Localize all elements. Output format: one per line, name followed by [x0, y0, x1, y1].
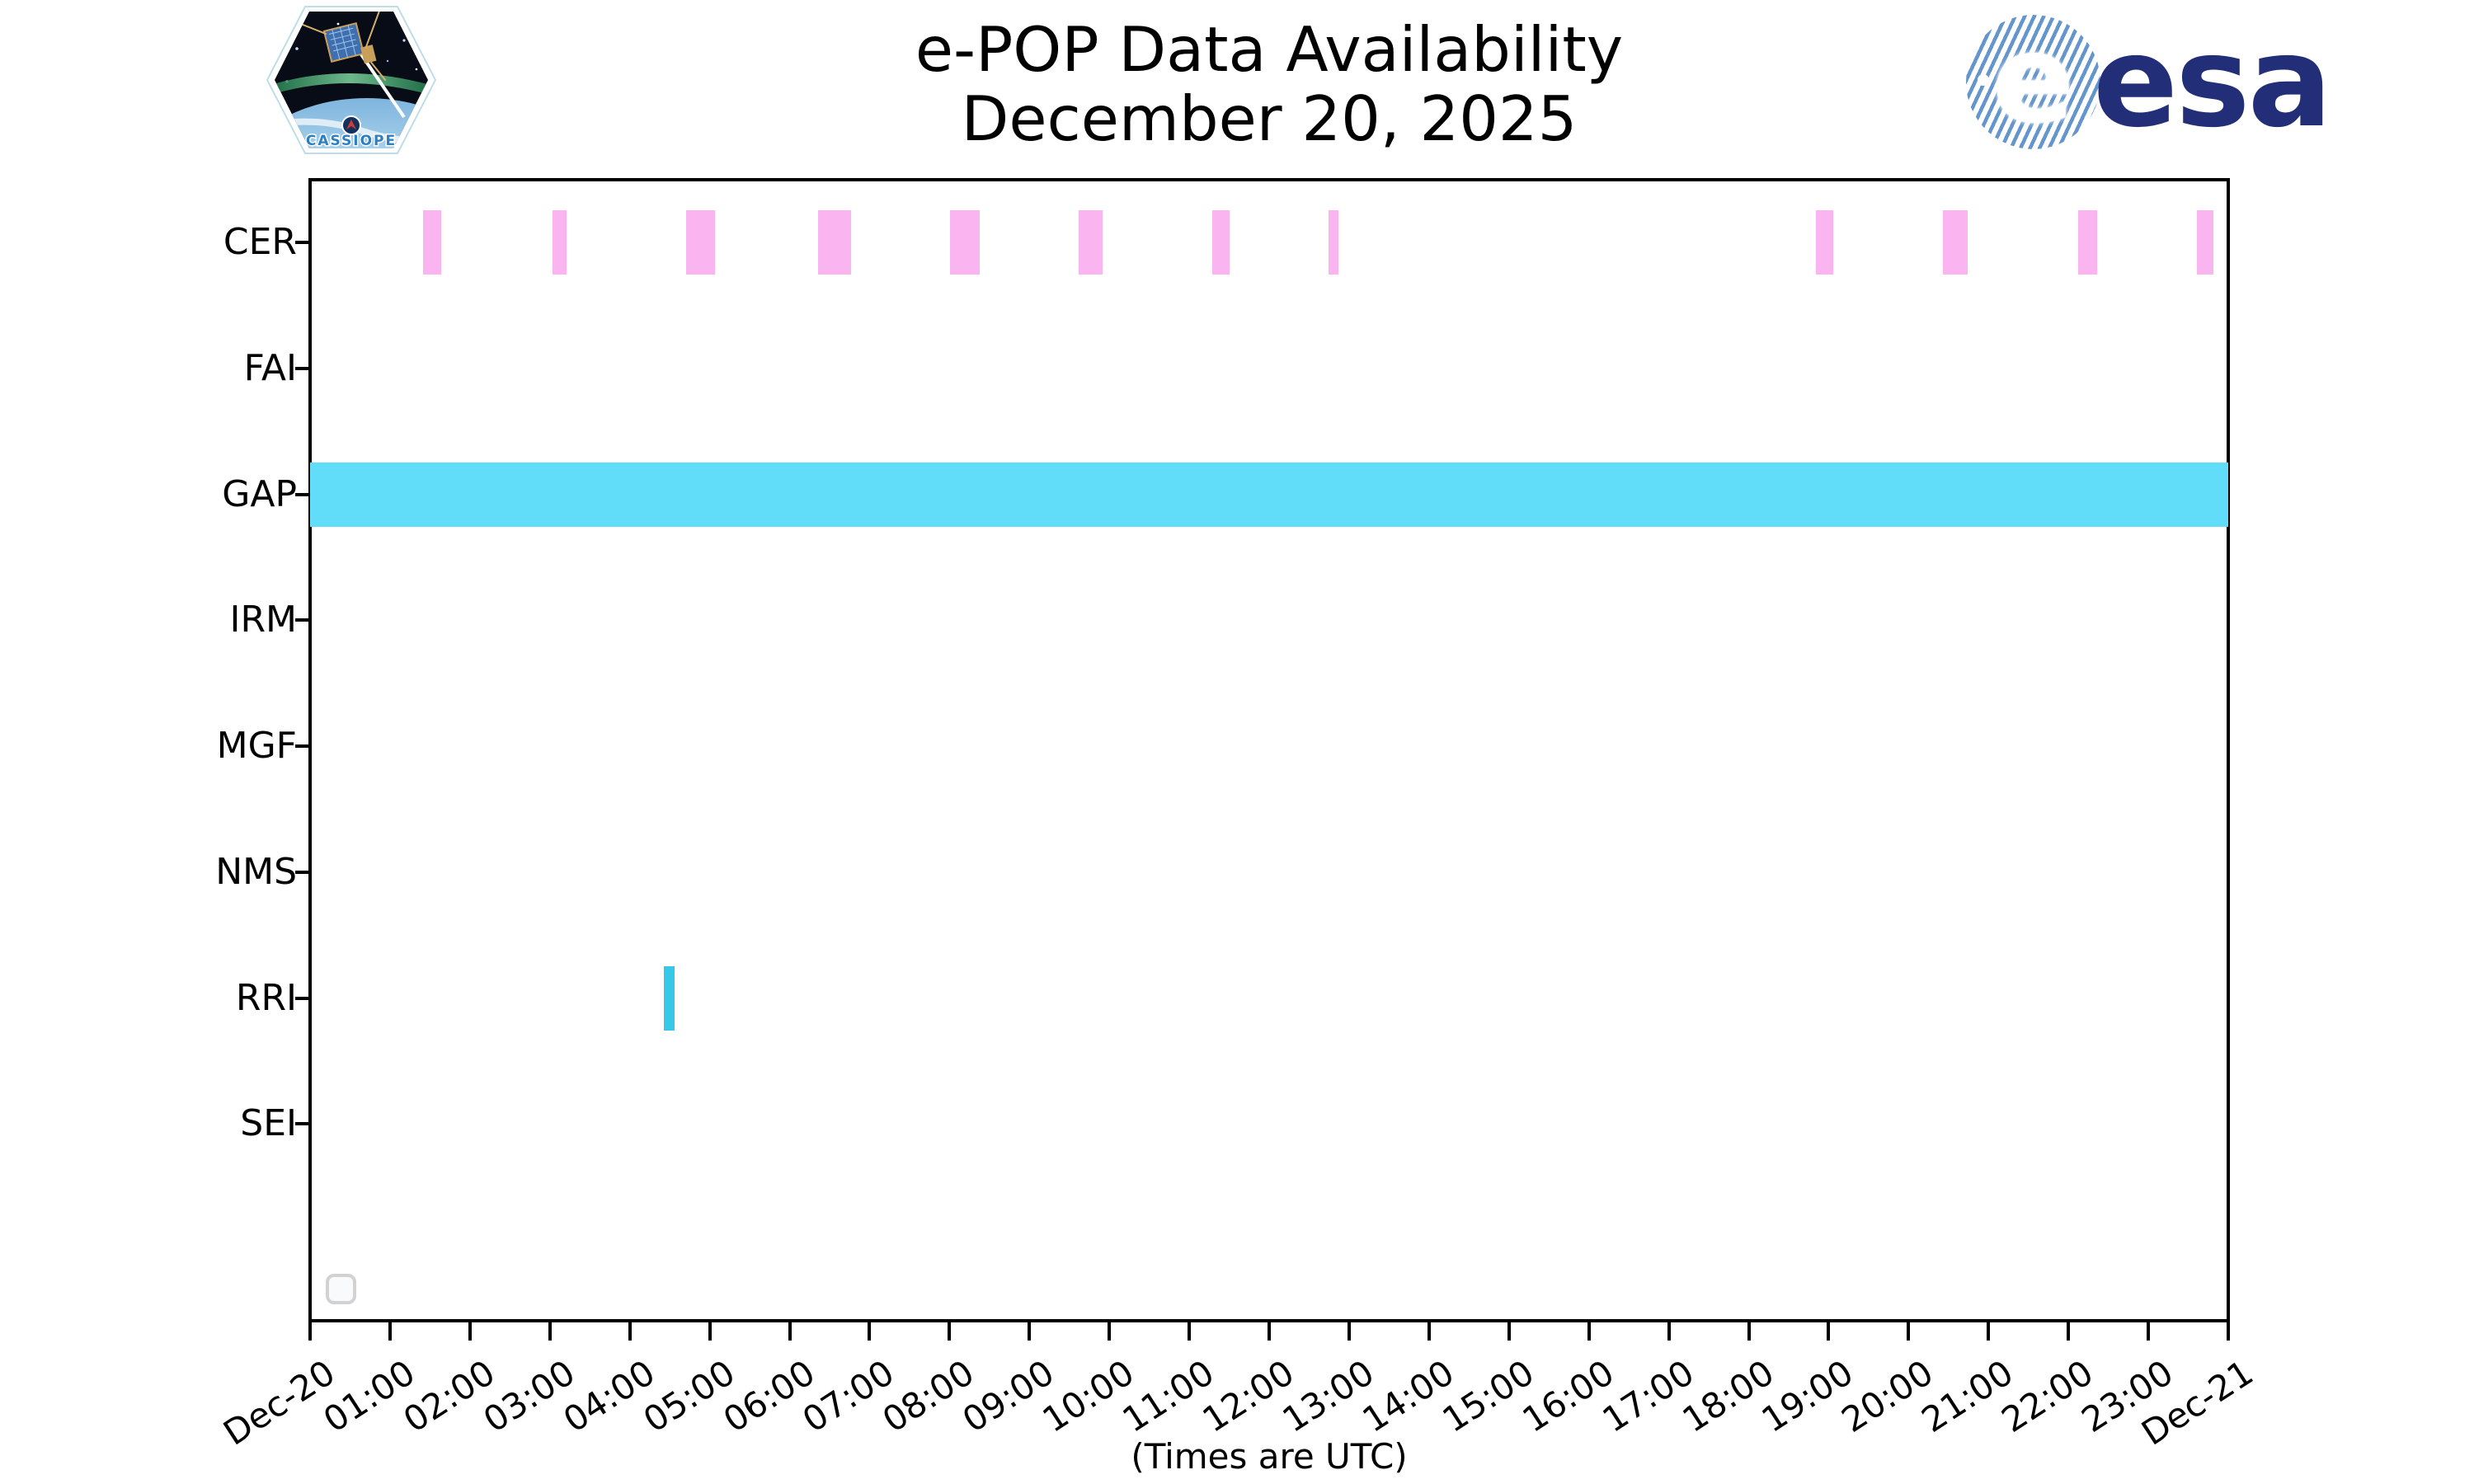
xtick-0600 — [788, 1322, 792, 1341]
xtick-label-0300: 03:00 — [476, 1352, 582, 1441]
xtick-label-1000: 10:00 — [1035, 1352, 1141, 1441]
ytick-irm — [295, 618, 310, 622]
ytick-cer — [295, 241, 310, 245]
xtick-label-0200: 02:00 — [396, 1352, 502, 1441]
xtick-dec-20 — [308, 1322, 312, 1341]
xtick-label-1300: 13:00 — [1275, 1352, 1381, 1441]
ytick-nms — [295, 870, 310, 874]
availability-bar-cer — [552, 210, 567, 275]
ytick-label-irm: IRM — [229, 599, 297, 641]
availability-bar-cer — [1079, 210, 1103, 275]
availability-bar-cer — [1328, 210, 1339, 275]
xtick-label-2000: 20:00 — [1834, 1352, 1941, 1441]
xtick-1300 — [1347, 1322, 1351, 1341]
xtick-0700 — [868, 1322, 872, 1341]
xtick-label-0100: 01:00 — [316, 1352, 422, 1441]
plot-frame — [308, 178, 2230, 1322]
xtick-0100 — [388, 1322, 392, 1341]
xtick-0400 — [628, 1322, 632, 1341]
xtick-label-1100: 11:00 — [1115, 1352, 1221, 1441]
ytick-label-nms: NMS — [215, 850, 297, 893]
xtick-label-1800: 18:00 — [1674, 1352, 1781, 1441]
availability-bar-cer — [2077, 210, 2098, 275]
xtick-1000 — [1108, 1322, 1112, 1341]
ytick-label-cer: CER — [223, 221, 297, 264]
cassiope-mission-patch: CASSIOPE — [266, 6, 437, 154]
availability-bar-cer — [685, 210, 716, 275]
xtick-1400 — [1427, 1322, 1431, 1341]
esa-wordmark: esa — [2093, 8, 2332, 155]
xtick-0800 — [948, 1322, 952, 1341]
esa-globe-icon: e — [1966, 15, 2100, 149]
x-axis-caption: (Times are UTC) — [1131, 1436, 1408, 1477]
xtick-1600 — [1587, 1322, 1591, 1341]
patch-satellite — [299, 12, 387, 82]
xtick-1900 — [1827, 1322, 1831, 1341]
esa-globe-e-glyph: e — [1992, 7, 2075, 150]
ytick-label-mgf: MGF — [216, 725, 297, 768]
availability-bar-rri — [664, 965, 675, 1031]
xtick-label-0500: 05:00 — [636, 1352, 742, 1441]
chart-title: e-POP Data Availability — [915, 13, 1624, 86]
legend-box — [326, 1274, 356, 1304]
ytick-sei — [295, 1122, 310, 1126]
xtick-label-0700: 07:00 — [795, 1352, 902, 1441]
patch-cassiope-label: CASSIOPE — [306, 133, 397, 149]
availability-bar-cer — [422, 210, 441, 275]
ytick-label-gap: GAP — [222, 472, 297, 515]
xtick-2100 — [1987, 1322, 1991, 1341]
ytick-rri — [295, 996, 310, 1000]
xtick-label-2100: 21:00 — [1914, 1352, 2020, 1441]
xtick-1500 — [1507, 1322, 1511, 1341]
xtick-label-0600: 06:00 — [715, 1352, 822, 1441]
xtick-label-0400: 04:00 — [556, 1352, 662, 1441]
xtick-dec-21 — [2227, 1322, 2230, 1341]
ytick-mgf — [295, 744, 310, 749]
xtick-0300 — [548, 1322, 552, 1341]
availability-bar-cer — [1943, 210, 1968, 275]
ytick-label-sei: SEI — [240, 1102, 297, 1145]
xtick-label-1400: 14:00 — [1355, 1352, 1461, 1441]
xtick-label-1700: 17:00 — [1595, 1352, 1701, 1441]
availability-bar-cer — [818, 210, 852, 275]
chart-subtitle-date: December 20, 2025 — [961, 82, 1578, 155]
xtick-label-1900: 19:00 — [1754, 1352, 1861, 1441]
xtick-1200 — [1268, 1322, 1271, 1341]
xtick-0500 — [708, 1322, 712, 1341]
xtick-1800 — [1747, 1322, 1751, 1341]
xtick-label-0800: 08:00 — [875, 1352, 982, 1441]
patch-aurora — [275, 73, 428, 96]
ytick-fai — [295, 367, 310, 371]
ytick-label-rri: RRI — [235, 976, 297, 1019]
availability-bar-cer — [1815, 210, 1834, 275]
xtick-0900 — [1028, 1322, 1032, 1341]
patch-beam — [360, 53, 406, 119]
ytick-gap — [295, 492, 310, 496]
xtick-2300 — [2147, 1322, 2151, 1341]
ytick-label-fai: FAI — [243, 347, 297, 390]
esa-globe-dot — [1978, 74, 1989, 86]
xtick-label-2200: 22:00 — [1994, 1352, 2100, 1441]
xtick-2200 — [2067, 1322, 2071, 1341]
xtick-label-1200: 12:00 — [1195, 1352, 1301, 1441]
availability-bar-gap — [310, 462, 2228, 527]
xtick-1100 — [1188, 1322, 1192, 1341]
availability-bar-cer — [2197, 210, 2213, 275]
xtick-label-1600: 16:00 — [1515, 1352, 1621, 1441]
availability-bar-cer — [950, 210, 981, 275]
xtick-label-0900: 09:00 — [955, 1352, 1061, 1441]
xtick-2000 — [1907, 1322, 1911, 1341]
xtick-0200 — [468, 1322, 472, 1341]
xtick-1700 — [1667, 1322, 1671, 1341]
availability-bar-cer — [1212, 210, 1230, 275]
xtick-label-1500: 15:00 — [1435, 1352, 1541, 1441]
